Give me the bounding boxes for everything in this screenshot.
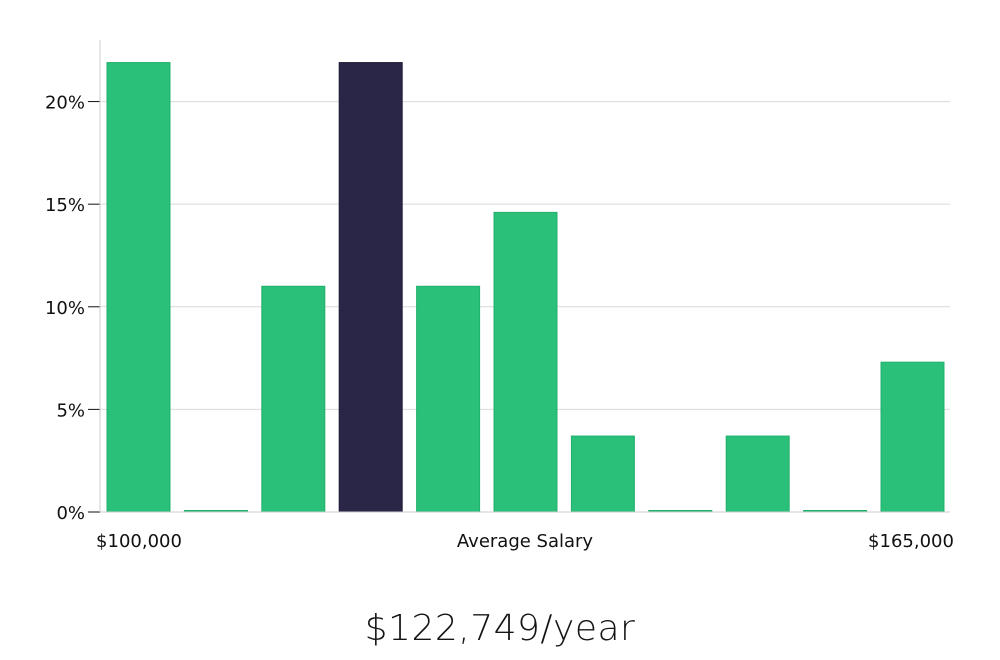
bar: [570, 435, 635, 513]
x-min-label: $100,000: [96, 531, 182, 552]
x-axis-title: Average Salary: [457, 531, 594, 552]
y-tick-labels: 0% 5% 10% 15% 20%: [45, 93, 100, 524]
bar: [416, 285, 481, 513]
salary-histogram: 0% 5% 10% 15% 20% $100,000 Average Salary $1…: [45, 40, 954, 552]
bar: [493, 211, 558, 513]
bar-highlighted: [338, 62, 403, 513]
x-max-label: $165,000: [868, 531, 954, 552]
y-tick-label: 5%: [56, 400, 85, 421]
average-salary-value: $122,749/year: [364, 608, 636, 649]
bars: [106, 62, 945, 513]
bar: [880, 361, 945, 513]
y-tick-label: 0%: [56, 503, 85, 524]
y-tick-label: 20%: [45, 93, 85, 114]
bar: [106, 62, 171, 513]
y-tick-label: 10%: [45, 298, 85, 319]
y-tick-label: 15%: [45, 195, 85, 216]
bar: [261, 285, 326, 513]
bar: [725, 435, 790, 513]
